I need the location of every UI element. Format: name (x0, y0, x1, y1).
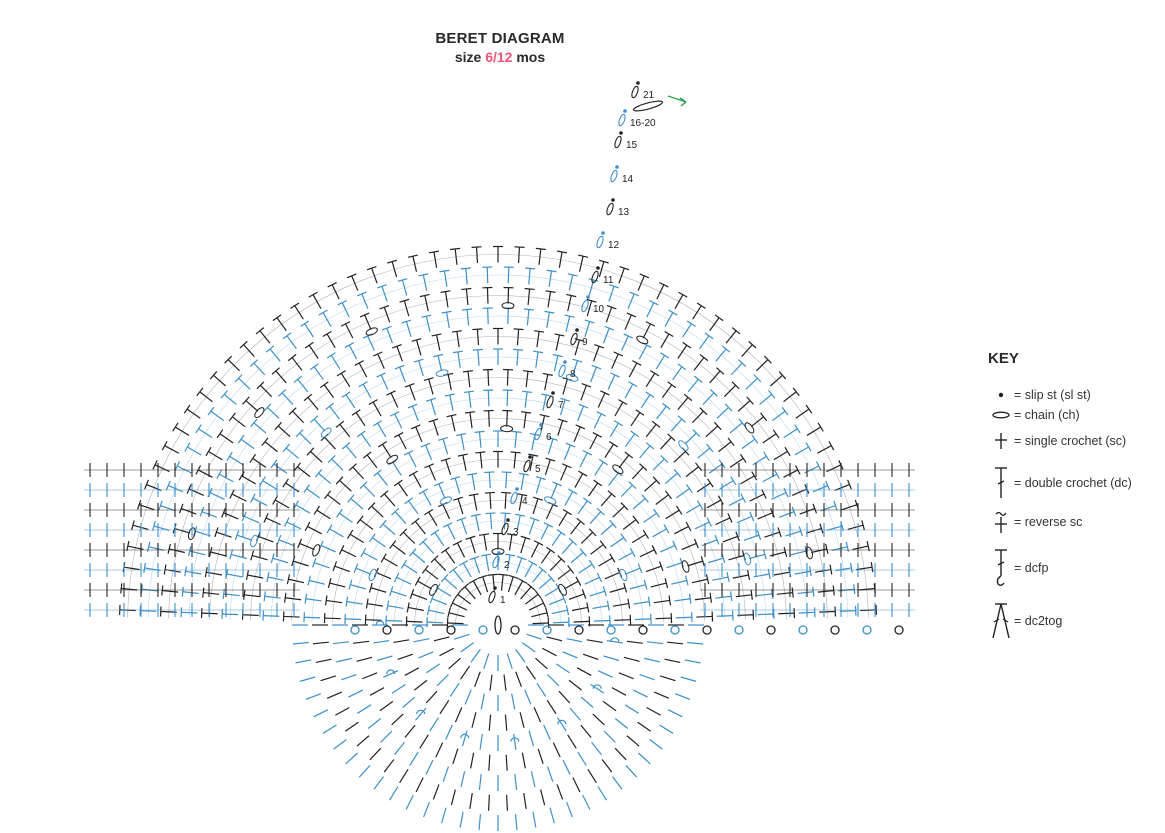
key-label: = reverse sc (1014, 515, 1083, 529)
row-number-label: 8 (570, 369, 576, 380)
diagram-size: size 6/12 mos (0, 49, 1000, 65)
size-value: 6/12 (485, 49, 513, 65)
key-item-single-crochet: = single crochet (sc) (988, 432, 1126, 450)
slip-st-icon (988, 390, 1014, 400)
size-prefix: size (454, 49, 482, 65)
row-number-label: 5 (535, 464, 541, 475)
single-crochet-icon (988, 432, 1014, 450)
row-number-label: 12 (608, 240, 620, 251)
size-suffix: mos (516, 49, 546, 65)
row-number-label: 3 (513, 527, 519, 538)
row-number-label: 7 (558, 400, 564, 411)
diagram-title: BERET DIAGRAM (435, 30, 565, 47)
chart-stitches (84, 81, 915, 831)
diagram-header: BERET DIAGRAM size 6/12 mos (0, 30, 1000, 65)
row-number-label: 11 (603, 275, 614, 286)
key-label: = slip st (sl st) (1014, 388, 1091, 402)
double-crochet-icon (988, 466, 1014, 500)
key-item-slip-st: = slip st (sl st) (988, 388, 1091, 402)
row-number-label: 13 (618, 207, 630, 218)
chain-icon (988, 410, 1014, 420)
row-number-label: 4 (522, 496, 528, 507)
dcfp-icon (988, 548, 1014, 588)
row-number-label: 6 (546, 432, 552, 443)
key-panel: KEY = slip st (sl st) = chain (ch) = sin… (988, 350, 1158, 639)
row-number-label: 1 (500, 595, 506, 606)
key-item-dc2tog: = dc2tog (988, 602, 1062, 640)
key-heading: KEY (988, 350, 1019, 367)
key-item-reverse-sc: = reverse sc (988, 510, 1082, 534)
row-number-label: 15 (626, 140, 638, 151)
key-label: = chain (ch) (1014, 408, 1080, 422)
reverse-sc-icon (988, 510, 1014, 534)
dc2tog-icon (988, 602, 1014, 640)
key-item-dcfp: = dcfp (988, 548, 1048, 588)
key-item-double-crochet: = double crochet (dc) (988, 466, 1132, 500)
row-number-label: 16-20 (630, 118, 656, 129)
key-label: = dcfp (1014, 561, 1049, 575)
key-label: = single crochet (sc) (1014, 434, 1127, 448)
row-number-label: 21 (643, 90, 655, 101)
row-number-label: 9 (582, 337, 588, 348)
key-label: = double crochet (dc) (1014, 476, 1132, 490)
key-label: = dc2tog (1014, 614, 1063, 628)
row-number-label: 14 (622, 174, 634, 185)
row-number-label: 10 (593, 304, 605, 315)
key-item-chain: = chain (ch) (988, 408, 1080, 422)
row-number-label: 2 (504, 560, 510, 571)
